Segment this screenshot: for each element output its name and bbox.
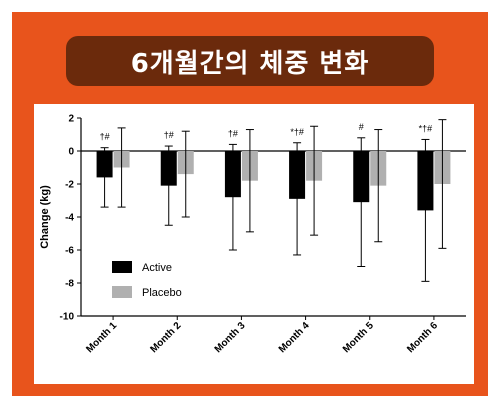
y-axis-label: Change (kg) xyxy=(39,185,51,249)
y-tick-label: -2 xyxy=(65,180,74,191)
x-tick-label: Month 6 xyxy=(405,320,440,355)
y-tick-label: -8 xyxy=(65,279,74,290)
chart-panel: 2 0 -2 -4 -6 -8 -10 Change (kg) Month 1 †# Month 2… xyxy=(34,104,474,384)
x-tick-label: Month 5 xyxy=(341,320,376,355)
x-tick-label: Month 4 xyxy=(277,320,312,355)
legend-label-placebo: Placebo xyxy=(142,287,182,299)
legend-swatch-placebo xyxy=(112,286,132,298)
x-tick-label: Month 1 xyxy=(84,320,119,355)
title-banner: 6개월간의 체중 변화 xyxy=(66,36,434,86)
y-tick-label: -10 xyxy=(60,312,75,323)
significance-marker: †# xyxy=(164,130,174,140)
legend-swatch-active xyxy=(112,261,132,273)
legend-label-active: Active xyxy=(142,262,172,274)
y-tick-label: 0 xyxy=(68,147,74,158)
significance-marker: *†# xyxy=(290,127,304,137)
significance-marker: †# xyxy=(228,128,238,138)
y-tick-label: 2 xyxy=(68,114,74,125)
y-tick-label: -6 xyxy=(65,246,74,257)
page-title: 6개월간의 체중 변화 xyxy=(130,48,370,79)
x-tick-label: Month 2 xyxy=(148,320,183,355)
bar-chart: 2 0 -2 -4 -6 -8 -10 Change (kg) Month 1 †# Month 2… xyxy=(39,114,466,355)
significance-marker: *†# xyxy=(419,123,433,133)
significance-marker: †# xyxy=(100,132,110,142)
significance-marker: # xyxy=(359,122,364,132)
y-tick-label: -4 xyxy=(65,213,74,224)
x-tick-label: Month 3 xyxy=(213,320,248,355)
